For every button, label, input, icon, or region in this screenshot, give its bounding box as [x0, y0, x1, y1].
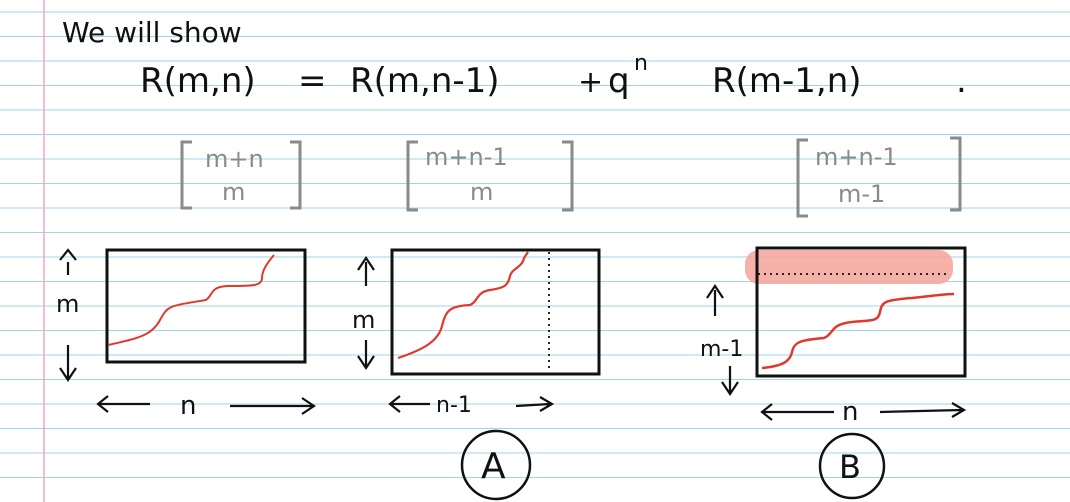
diagram-2-width-arrow: [388, 395, 555, 413]
diagram-3-height-label: m-1: [700, 337, 743, 362]
diagram-3-circle: [818, 432, 886, 500]
diagram-2-circle-label: A: [481, 446, 506, 487]
binomial-2: [406, 140, 574, 212]
equation-lhs: R(m,n): [140, 61, 256, 101]
binomial-2-bottom: m: [470, 178, 493, 206]
equation-plus: +: [578, 65, 603, 100]
diagram-2-circle: [460, 429, 532, 501]
diagram-1-rect: [105, 248, 307, 364]
diagram-3-width-label: n: [842, 397, 858, 427]
recurrence-equation: R(m,n) = R(m,n-1) + q n R(m-1,n) .: [140, 51, 967, 101]
diagram-3: m-1 n B: [700, 246, 967, 500]
equation-q: q: [608, 61, 630, 101]
equation-term2: R(m-1,n): [712, 61, 862, 101]
diagram-1-width-arrow: [96, 395, 316, 415]
diagram-1-lattice-path: [107, 254, 275, 346]
diagram-3-height-arrow: [706, 284, 739, 396]
diagram-1-width-label: n: [180, 391, 196, 421]
diagram-2: m n-1 A: [352, 248, 601, 501]
equation-term1: R(m,n-1): [350, 61, 500, 101]
binomial-1-bottom: m: [222, 178, 245, 206]
equation-period: .: [956, 61, 967, 101]
diagram-1-height-label: m: [56, 290, 79, 318]
diagram-2-lattice-path: [397, 251, 529, 360]
binomial-3-bottom: m-1: [838, 180, 885, 208]
diagram-3-width-arrow: [760, 402, 967, 421]
equation-exponent: n: [634, 51, 648, 76]
binomial-3: [796, 136, 962, 218]
binomial-1-top: m+n: [205, 145, 264, 173]
intro-text: We will show: [62, 16, 242, 49]
diagram-1: m n: [56, 248, 316, 421]
diagram-3-lattice-path: [761, 292, 955, 370]
binomial-3-top: m+n-1: [815, 143, 898, 171]
binomial-2-top: m+n-1: [425, 143, 508, 171]
diagram-3-rect: [755, 246, 967, 378]
diagram-3-highlight: [745, 250, 953, 284]
equation-equals: =: [298, 61, 327, 101]
diagram-1-height-arrow: [59, 248, 77, 382]
diagram-2-rect: [390, 248, 601, 376]
diagram-2-height-label: m: [352, 306, 375, 334]
binomial-1: [180, 140, 302, 210]
diagram-3-circle-label: B: [839, 448, 861, 486]
diagram-2-width-label: n-1: [436, 393, 472, 418]
diagram-2-height-arrow: [357, 256, 375, 370]
